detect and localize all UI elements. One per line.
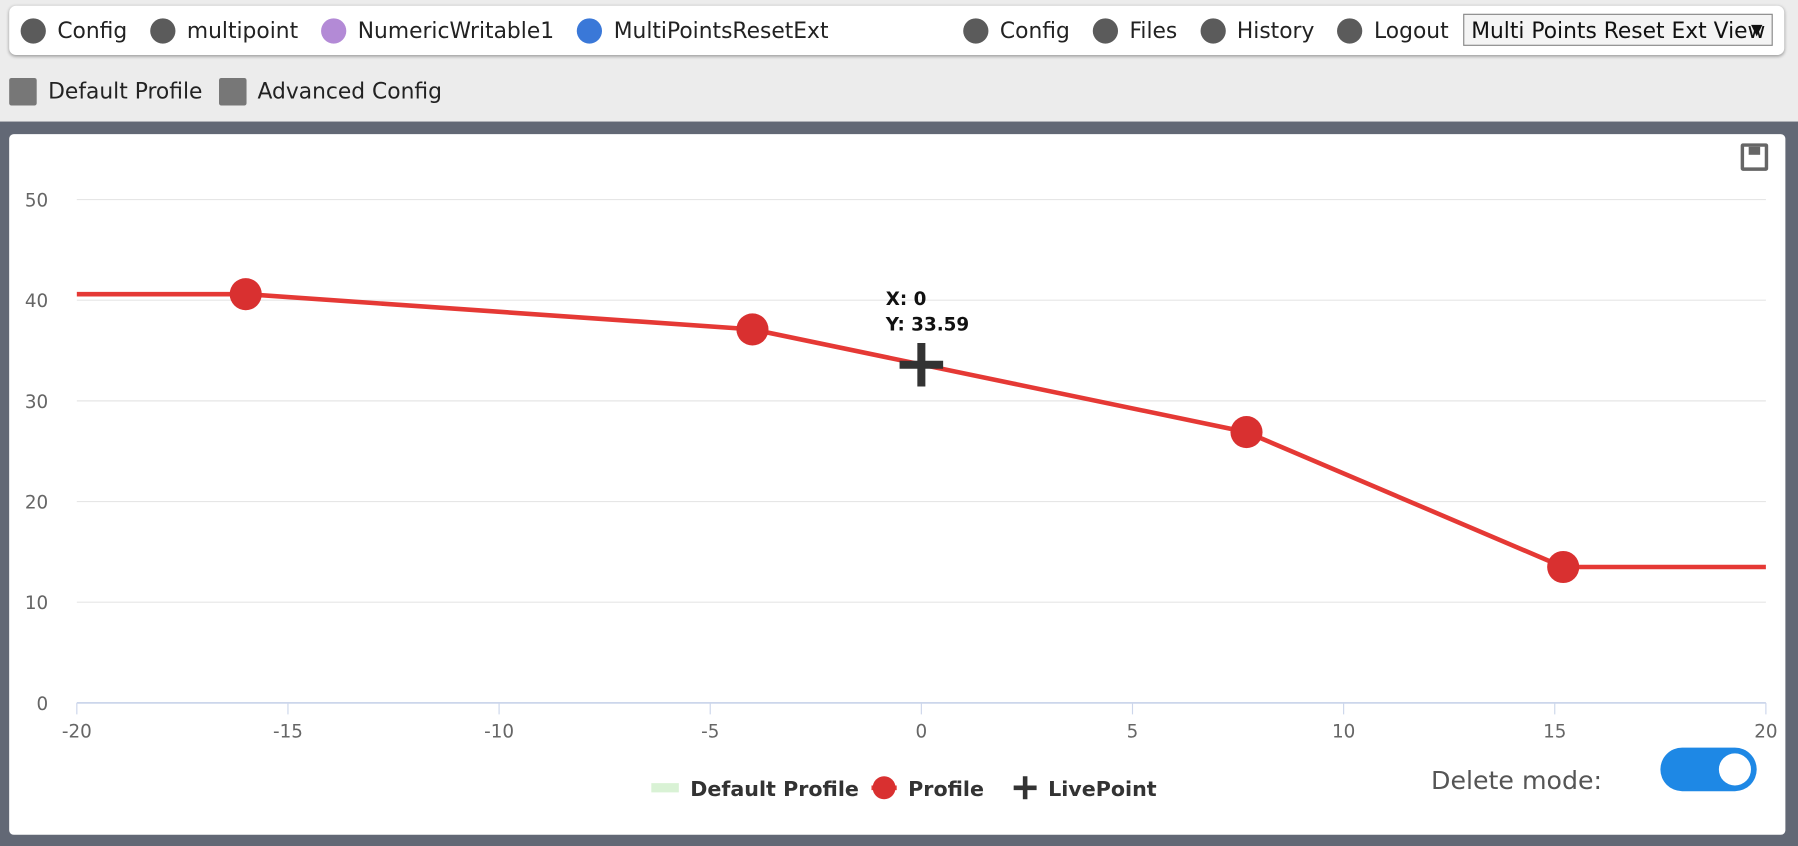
nav-item[interactable]: Files — [1092, 17, 1178, 44]
nav-item[interactable]: multipoint — [150, 17, 299, 44]
view-select-text: Multi Points Reset Ext View — [1471, 18, 1766, 44]
nav-label: multipoint — [186, 17, 299, 44]
nav-label: History — [1236, 17, 1315, 44]
nav-icon — [321, 17, 347, 44]
nav-icon — [150, 17, 176, 44]
x-tick-label: -5 — [701, 721, 719, 742]
nav-icon — [963, 17, 989, 44]
sub-nav-label: Advanced Config — [257, 79, 442, 105]
legend-swatch — [1013, 776, 1037, 800]
x-tick-label: 15 — [1543, 721, 1566, 742]
sub-nav-icon — [218, 77, 247, 106]
nav-icon — [1200, 17, 1226, 44]
nav-label: Files — [1129, 17, 1178, 44]
nav-icon — [577, 17, 603, 44]
y-tick-label: 10 — [25, 593, 48, 614]
nav-item[interactable]: MultiPointsResetExt — [577, 17, 829, 44]
view-select[interactable]: Multi Points Reset Ext View ▼ — [1463, 13, 1773, 46]
nav-icon — [1337, 17, 1363, 44]
nav-item[interactable]: Config — [963, 17, 1070, 44]
y-tick-label: 30 — [25, 392, 48, 413]
sub-nav: Default Profile Advanced Config — [9, 69, 458, 115]
y-tick-label: 0 — [36, 694, 48, 715]
nav-right: Config Files History Logout — [963, 6, 1471, 55]
chart: 0 10 20 30 40 50 -20 -15 -10 -5 0 5 10 15 20 X: 0 Y: 33.… — [25, 190, 1778, 801]
nav-item[interactable]: Config — [20, 17, 128, 44]
x-tick-label: 5 — [1127, 721, 1139, 742]
nav-item[interactable]: Logout — [1337, 17, 1449, 44]
delete-mode-toggle[interactable] — [1660, 747, 1757, 792]
live-point-y-label: Y: 33.59 — [885, 314, 969, 335]
sub-nav-item[interactable]: Default Profile — [9, 77, 203, 106]
live-point — [899, 342, 944, 387]
x-tick-label: 10 — [1332, 721, 1355, 742]
save-icon[interactable] — [1740, 143, 1769, 171]
x-tick-label: 0 — [916, 721, 928, 742]
profile-point — [229, 278, 262, 311]
profile-point — [1547, 550, 1580, 584]
y-tick-label: 40 — [25, 291, 48, 312]
profile-point — [1230, 416, 1263, 449]
nav-left: Config multipoint NumericWritable1 MultiPoi… — [20, 6, 852, 55]
legend-label: Default Profile — [690, 777, 859, 801]
nav-item[interactable]: History — [1200, 17, 1315, 44]
sub-nav-label: Default Profile — [48, 79, 203, 105]
nav-label: Logout — [1374, 17, 1449, 44]
nav-item[interactable]: NumericWritable1 — [321, 17, 555, 44]
nav-label: MultiPointsResetExt — [613, 17, 829, 44]
nav-label: NumericWritable1 — [357, 17, 555, 44]
x-tick-label: -10 — [484, 721, 514, 742]
live-point-x-label: X: 0 — [886, 289, 927, 310]
nav-icon — [1092, 17, 1118, 44]
x-tick-label: -15 — [273, 721, 303, 742]
sub-nav-icon — [9, 77, 37, 106]
x-tick-label: 20 — [1754, 721, 1777, 742]
profile-point — [736, 313, 769, 346]
delete-mode-label: Delete mode: — [1431, 767, 1603, 796]
nav-icon — [20, 17, 46, 44]
y-tick-label: 50 — [25, 190, 48, 211]
nav-label: Config — [999, 17, 1070, 44]
nav-label: Config — [57, 17, 128, 44]
chart-panel: 0 10 20 30 40 50 -20 -15 -10 -5 0 5 10 15 20 X: 0 Y: 33.… — [9, 134, 1786, 835]
x-tick-label: -20 — [62, 721, 92, 742]
legend-label: Profile — [908, 777, 984, 801]
profile-line — [245, 291, 1565, 570]
sub-nav-item[interactable]: Advanced Config — [218, 77, 442, 106]
legend-swatch — [872, 776, 896, 800]
legend-label: LivePoint — [1048, 777, 1157, 801]
y-tick-label: 20 — [25, 492, 48, 513]
